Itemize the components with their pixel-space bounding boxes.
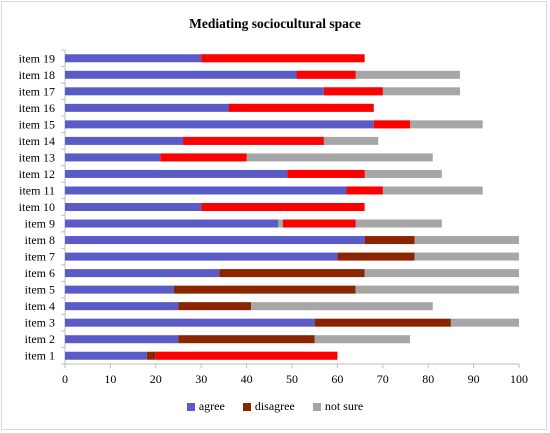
y-category-label: item 13	[19, 150, 55, 164]
bar-segment-not-sure	[450, 318, 519, 327]
y-category-label: item 14	[19, 134, 55, 148]
highlight-overlay	[183, 136, 324, 145]
y-category-label: item 19	[19, 51, 55, 65]
bar-segment-not-sure	[414, 252, 519, 261]
highlight-overlay	[228, 103, 374, 112]
bar-segment-agree	[65, 103, 229, 112]
bar-segment-agree	[65, 87, 324, 96]
legend-item-disagree: disagree	[242, 399, 295, 414]
bar-segment-not-sure	[364, 269, 519, 278]
bar-segment-not-sure	[323, 87, 460, 96]
y-category-label: item 16	[19, 101, 55, 115]
bar-segment-agree	[65, 186, 347, 195]
bar-segment-not-sure	[373, 120, 483, 129]
y-category-label: item 8	[25, 233, 55, 247]
bar-segment-not-sure	[287, 169, 442, 178]
y-category-label: item 6	[25, 266, 55, 280]
highlight-overlay	[323, 87, 383, 96]
legend-swatch-agree	[186, 402, 195, 411]
legend-swatch-disagree	[242, 402, 251, 411]
bar-segment-disagree	[314, 318, 451, 327]
x-tick-label: 60	[331, 372, 343, 386]
bar-segment-not-sure	[251, 302, 433, 311]
bar-segment-agree	[65, 285, 174, 294]
bar-segment-not-sure	[355, 285, 519, 294]
y-category-label: item 1	[25, 349, 55, 363]
x-tick-label: 40	[241, 372, 253, 386]
bar-segment-agree	[65, 351, 147, 360]
legend-label-not-sure: not sure	[324, 399, 364, 413]
legend-label-disagree: disagree	[254, 399, 295, 413]
x-tick-label: 90	[468, 372, 480, 386]
y-category-label: item 9	[25, 217, 55, 231]
x-tick-label: 20	[150, 372, 162, 386]
bar-segment-not-sure	[296, 70, 460, 79]
highlight-overlay	[282, 219, 356, 228]
bar-segment-disagree	[178, 335, 315, 344]
bar-segment-disagree	[337, 252, 415, 261]
highlight-overlay	[155, 351, 338, 360]
y-category-label: item 11	[19, 183, 55, 197]
y-category-label: item 12	[19, 167, 55, 181]
highlight-overlay	[296, 70, 356, 79]
y-category-label: item 17	[19, 84, 55, 98]
highlight-overlay	[160, 153, 247, 162]
bar-segment-agree	[65, 153, 161, 162]
y-category-label: item 2	[25, 332, 55, 346]
x-tick-label: 80	[422, 372, 434, 386]
x-tick-label: 50	[286, 372, 298, 386]
y-category-label: item 4	[25, 299, 55, 313]
bar-segment-disagree	[178, 302, 252, 311]
bar-segment-disagree	[364, 236, 415, 245]
highlight-overlay	[373, 120, 411, 129]
bar-segment-agree	[65, 335, 179, 344]
x-tick-label: 10	[104, 372, 116, 386]
y-category-label: item 7	[25, 250, 55, 264]
bar-segment-not-sure	[314, 335, 411, 344]
y-category-label: item 15	[19, 117, 55, 131]
highlight-overlay	[346, 186, 383, 195]
x-tick-label: 0	[62, 372, 68, 386]
bar-segment-agree	[65, 219, 279, 228]
bar-segment-agree	[65, 54, 202, 63]
bar-segment-agree	[65, 236, 365, 245]
highlight-overlay	[201, 203, 365, 211]
highlight-overlay	[287, 169, 365, 178]
highlight-overlay	[201, 54, 365, 63]
chart-legend: agree disagree not sure	[0, 399, 550, 414]
y-category-label: item 5	[25, 283, 55, 297]
bar-segment-agree	[65, 169, 288, 178]
bar-segment-agree	[65, 120, 374, 129]
bar-segment-agree	[65, 302, 179, 311]
legend-item-agree: agree	[186, 399, 225, 414]
legend-swatch-not-sure	[312, 402, 321, 411]
bar-segment-not-sure	[160, 153, 433, 162]
bar-segment-agree	[65, 136, 184, 145]
legend-label-agree: agree	[198, 399, 225, 413]
bar-segment-disagree	[173, 285, 356, 294]
bar-segment-not-sure	[414, 236, 519, 245]
chart-title: Mediating sociocultural space	[189, 16, 361, 31]
x-tick-label: 100	[510, 372, 528, 386]
x-tick-label: 30	[195, 372, 207, 386]
legend-item-not-sure: not sure	[312, 399, 364, 414]
bar-segment-agree	[65, 70, 297, 79]
bar-segment-disagree	[146, 351, 156, 360]
bar-segment-disagree	[219, 269, 365, 278]
y-category-label: item 10	[19, 200, 55, 214]
bar-segment-agree	[65, 269, 220, 278]
x-tick-label: 70	[377, 372, 389, 386]
bar-segment-agree	[65, 318, 315, 327]
y-category-label: item 3	[25, 316, 55, 330]
bar-segment-not-sure	[278, 219, 442, 228]
bar-segment-agree	[65, 252, 338, 261]
y-category-label: item 18	[19, 68, 55, 82]
bar-segment-not-sure	[346, 186, 483, 195]
bar-segment-agree	[65, 203, 202, 211]
